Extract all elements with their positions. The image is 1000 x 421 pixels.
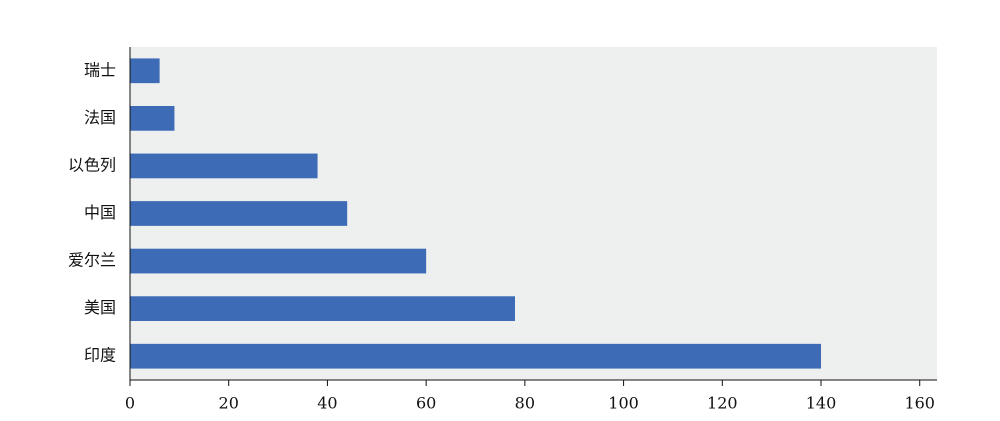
x-tick-label: 120 bbox=[707, 394, 738, 413]
y-tick-label: 瑞士 bbox=[84, 60, 116, 79]
bar bbox=[130, 105, 175, 131]
x-tick-label: 20 bbox=[219, 394, 239, 413]
bar bbox=[130, 248, 427, 274]
x-tick-label: 160 bbox=[904, 394, 935, 413]
y-tick-label: 印度 bbox=[84, 346, 116, 365]
x-tick-label: 100 bbox=[608, 394, 639, 413]
bar bbox=[130, 296, 515, 322]
bar bbox=[130, 58, 160, 84]
y-tick-label: 以色列 bbox=[68, 155, 116, 174]
bar bbox=[130, 201, 348, 226]
x-tick-label: 80 bbox=[515, 394, 535, 413]
bar bbox=[130, 343, 822, 369]
y-tick-label: 法国 bbox=[84, 108, 116, 127]
x-tick-label: 40 bbox=[317, 394, 337, 413]
y-tick-label: 中国 bbox=[84, 203, 116, 222]
y-tick-label: 美国 bbox=[84, 298, 116, 317]
x-tick-label: 140 bbox=[806, 394, 837, 413]
bar bbox=[130, 153, 318, 179]
x-tick-label: 0 bbox=[125, 394, 135, 413]
y-tick-label: 爱尔兰 bbox=[68, 251, 116, 270]
x-tick-label: 60 bbox=[416, 394, 436, 413]
